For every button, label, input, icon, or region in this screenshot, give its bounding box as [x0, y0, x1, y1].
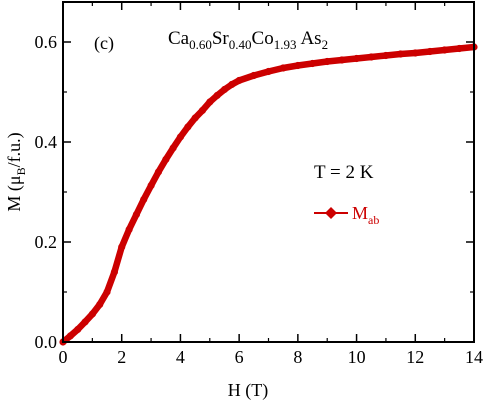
data-point: [125, 225, 133, 234]
data-point: [367, 53, 375, 61]
compound-sub-sr: 0.40: [229, 37, 252, 52]
x-tick-label: 6: [235, 347, 244, 367]
data-point: [228, 80, 236, 89]
compound-el-co: Co: [252, 28, 274, 49]
x-axis-title: H (T): [228, 380, 268, 401]
data-point: [147, 181, 155, 190]
x-tick-label: 4: [176, 347, 185, 367]
data-point: [294, 61, 302, 70]
temperature-label: T = 2 K: [314, 162, 374, 183]
data-point: [103, 288, 111, 296]
data-point: [220, 85, 229, 94]
y-tick-label: 0.4: [35, 132, 58, 152]
x-tick-label: 12: [406, 347, 424, 367]
data-point: [198, 106, 206, 115]
data-point: [140, 195, 148, 204]
y-axis-title-sub: B: [14, 167, 28, 175]
series-layer: [59, 43, 478, 346]
data-point: [323, 57, 331, 66]
legend-label-sub: ab: [368, 213, 379, 227]
data-point: [66, 332, 74, 340]
data-point: [397, 50, 405, 58]
compound-el-ca: Ca: [168, 28, 190, 49]
plot-frame: [62, 1, 475, 343]
data-point: [455, 44, 463, 53]
data-point: [279, 64, 287, 72]
data-point: [154, 168, 162, 176]
compound-el-as: As: [300, 28, 321, 49]
data-point: [169, 144, 177, 152]
y-axis-title-a: M (μ: [4, 175, 25, 211]
y-axis-title-b: /f.u.): [4, 132, 25, 167]
legend-label-main: M: [352, 203, 368, 223]
y-tick-label: 0.2: [35, 232, 58, 252]
data-point: [74, 325, 82, 334]
y-tick-label: 0.6: [35, 32, 58, 52]
compound-formula: Ca0.60Sr0.40Co1.93 As2: [168, 28, 328, 52]
series-line-mab: [59, 43, 478, 346]
data-point: [88, 310, 96, 318]
data-point: [353, 54, 361, 63]
data-point: [382, 51, 390, 60]
y-tick-label: 0.0: [35, 332, 58, 352]
data-point: [264, 67, 273, 76]
compound-sub-ca: 0.60: [189, 37, 212, 52]
data-point: [235, 76, 243, 85]
x-tick-label: 2: [117, 347, 126, 367]
data-point: [81, 318, 89, 326]
data-point: [162, 155, 170, 164]
data-point: [132, 210, 140, 219]
data-point: [411, 49, 419, 57]
panel-label: (c): [94, 33, 114, 54]
data-point: [308, 59, 317, 68]
x-tick-label: 8: [293, 347, 302, 367]
y-axis-title: M (μB/f.u.): [4, 132, 28, 211]
compound-sub-co: 1.93: [274, 37, 297, 52]
data-point: [191, 114, 199, 122]
data-point: [441, 46, 449, 54]
data-point: [213, 91, 221, 100]
legend-marker: [325, 207, 337, 219]
data-point: [338, 56, 346, 64]
legend-label: Mab: [352, 203, 379, 227]
x-tick-label: 14: [465, 347, 483, 367]
x-tick-label: 10: [348, 347, 366, 367]
data-point: [118, 243, 126, 251]
data-point: [110, 268, 118, 276]
data-point: [250, 71, 258, 80]
axis-tick-labels: 0 2 4 6 8 10 12 14 0.0 0.2 0.4 0.6: [35, 32, 484, 367]
data-point: [176, 133, 184, 141]
data-point: [206, 98, 214, 106]
legend: Mab: [314, 203, 379, 227]
data-point: [426, 47, 434, 56]
compound-el-sr: Sr: [212, 28, 230, 49]
data-point: [96, 300, 104, 309]
compound-sub-as: 2: [322, 37, 329, 52]
x-tick-label: 0: [59, 347, 68, 367]
data-point: [184, 123, 192, 131]
